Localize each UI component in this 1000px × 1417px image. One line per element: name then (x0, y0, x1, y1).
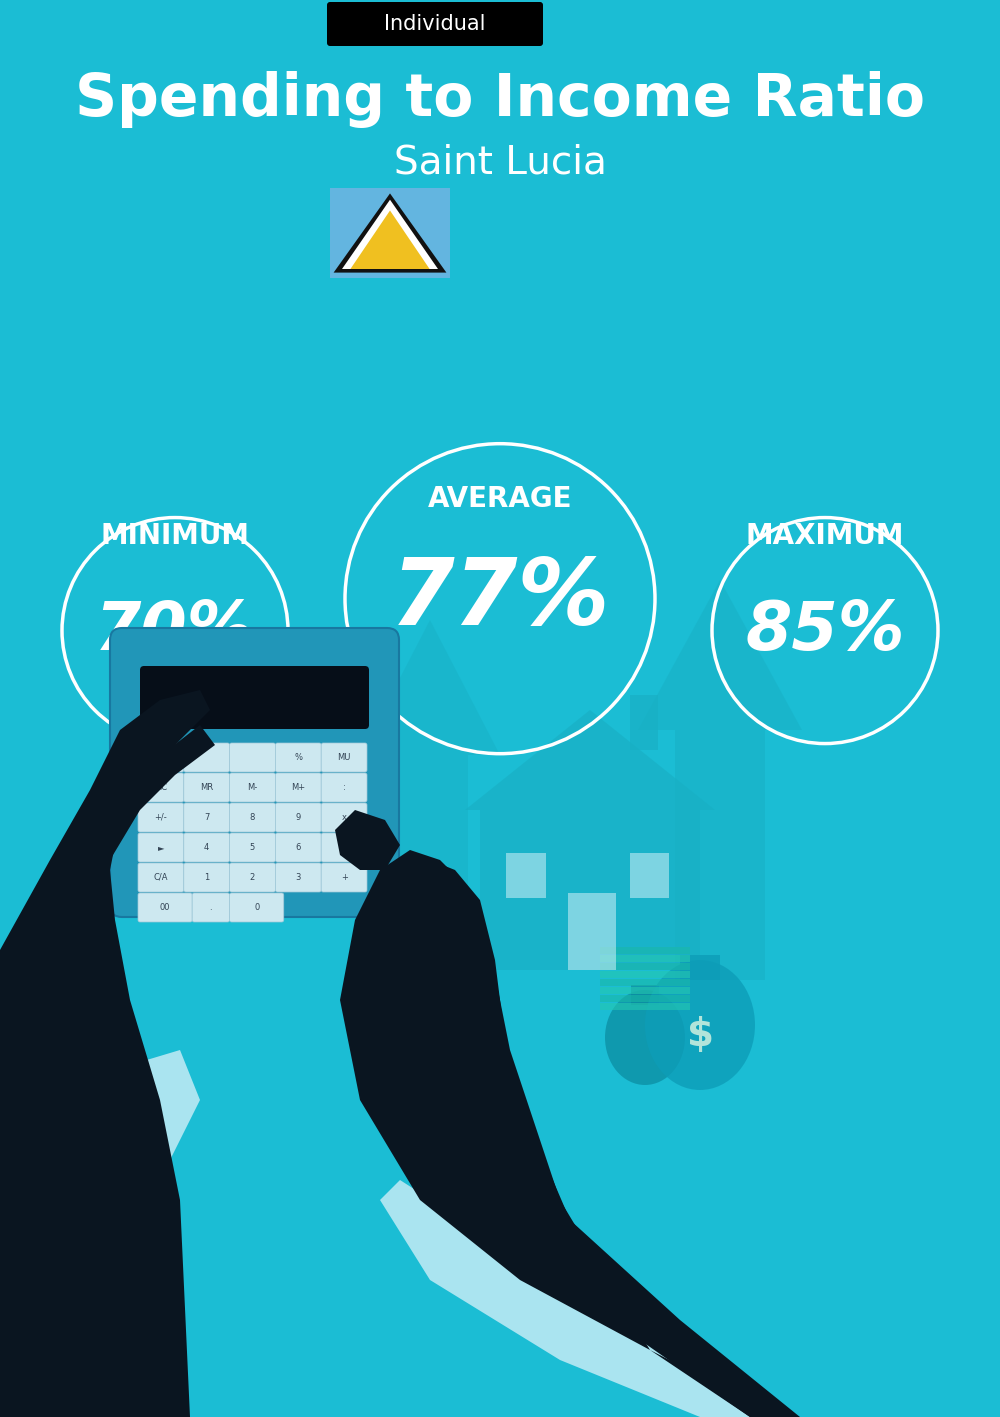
FancyBboxPatch shape (230, 743, 275, 772)
Text: -: - (343, 843, 346, 852)
FancyBboxPatch shape (230, 774, 275, 802)
FancyBboxPatch shape (192, 893, 230, 922)
Text: Spending to Income Ratio: Spending to Income Ratio (75, 71, 925, 129)
FancyBboxPatch shape (321, 803, 367, 832)
Text: 85%: 85% (745, 598, 905, 663)
Bar (600, 947, 690, 954)
FancyBboxPatch shape (275, 803, 321, 832)
Text: 77%: 77% (390, 554, 610, 643)
Ellipse shape (645, 959, 755, 1090)
FancyBboxPatch shape (321, 743, 367, 772)
Text: 9: 9 (296, 813, 301, 822)
Polygon shape (360, 621, 500, 900)
Text: 5: 5 (250, 843, 255, 852)
FancyBboxPatch shape (138, 833, 184, 862)
Bar (568, 893, 616, 971)
FancyBboxPatch shape (184, 803, 230, 832)
Text: 1: 1 (204, 873, 209, 881)
Polygon shape (380, 1180, 780, 1417)
Text: 7: 7 (204, 813, 209, 822)
Polygon shape (350, 211, 430, 269)
Bar (600, 979, 690, 986)
Text: M-: M- (247, 784, 258, 792)
FancyBboxPatch shape (138, 863, 184, 891)
Text: +: + (341, 873, 348, 881)
Polygon shape (350, 860, 800, 1417)
FancyBboxPatch shape (184, 863, 230, 891)
FancyBboxPatch shape (138, 743, 184, 772)
Bar (630, 853, 669, 898)
Polygon shape (638, 580, 802, 981)
Text: MC: MC (154, 784, 167, 792)
Text: $: $ (686, 1016, 714, 1054)
Text: ►: ► (158, 843, 164, 852)
Text: 4: 4 (204, 843, 209, 852)
Polygon shape (342, 200, 438, 269)
FancyBboxPatch shape (321, 774, 367, 802)
Bar (330, 188, 450, 278)
FancyBboxPatch shape (184, 774, 230, 802)
Text: Individual: Individual (384, 14, 486, 34)
FancyBboxPatch shape (327, 1, 543, 45)
Text: .: . (210, 903, 212, 913)
Text: M+: M+ (291, 784, 305, 792)
Bar (506, 853, 546, 898)
Bar (680, 955, 720, 981)
Text: C/A: C/A (154, 873, 168, 881)
FancyBboxPatch shape (184, 743, 230, 772)
FancyBboxPatch shape (275, 743, 321, 772)
Bar (600, 971, 690, 978)
Polygon shape (0, 690, 210, 1417)
FancyBboxPatch shape (275, 833, 321, 862)
FancyBboxPatch shape (230, 863, 275, 891)
FancyBboxPatch shape (110, 628, 399, 917)
FancyBboxPatch shape (230, 803, 275, 832)
Text: Saint Lucia: Saint Lucia (394, 143, 606, 181)
FancyBboxPatch shape (321, 833, 367, 862)
Ellipse shape (605, 990, 685, 1085)
Text: MAXIMUM: MAXIMUM (746, 521, 904, 550)
Text: 6: 6 (296, 843, 301, 852)
Bar (480, 811, 700, 971)
Polygon shape (340, 850, 780, 1417)
Bar (600, 955, 690, 962)
FancyBboxPatch shape (138, 893, 192, 922)
FancyBboxPatch shape (184, 833, 230, 862)
Bar (600, 995, 690, 1002)
FancyBboxPatch shape (138, 803, 184, 832)
Bar (600, 964, 690, 971)
Text: AVERAGE: AVERAGE (428, 485, 572, 513)
Text: 70%: 70% (95, 598, 255, 663)
Text: 0: 0 (254, 903, 259, 913)
Text: 2: 2 (250, 873, 255, 881)
Text: MR: MR (200, 784, 213, 792)
Text: x: x (342, 813, 347, 822)
Bar (631, 985, 659, 1005)
Text: :: : (343, 784, 345, 792)
FancyBboxPatch shape (321, 863, 367, 891)
Polygon shape (465, 710, 715, 811)
Text: 8: 8 (250, 813, 255, 822)
Polygon shape (0, 726, 215, 1417)
FancyBboxPatch shape (275, 774, 321, 802)
FancyBboxPatch shape (138, 774, 184, 802)
Bar (630, 694, 658, 750)
Polygon shape (334, 193, 446, 272)
Text: MU: MU (337, 752, 351, 762)
Polygon shape (335, 811, 400, 870)
Bar (600, 988, 690, 993)
Text: %: % (294, 752, 302, 762)
FancyBboxPatch shape (230, 893, 284, 922)
FancyBboxPatch shape (275, 863, 321, 891)
Text: 3: 3 (296, 873, 301, 881)
FancyBboxPatch shape (230, 833, 275, 862)
Text: +/-: +/- (155, 813, 167, 822)
FancyBboxPatch shape (140, 666, 369, 728)
Text: 00: 00 (160, 903, 170, 913)
Bar (600, 1003, 690, 1010)
Polygon shape (0, 1050, 200, 1417)
Text: MINIMUM: MINIMUM (100, 521, 250, 550)
